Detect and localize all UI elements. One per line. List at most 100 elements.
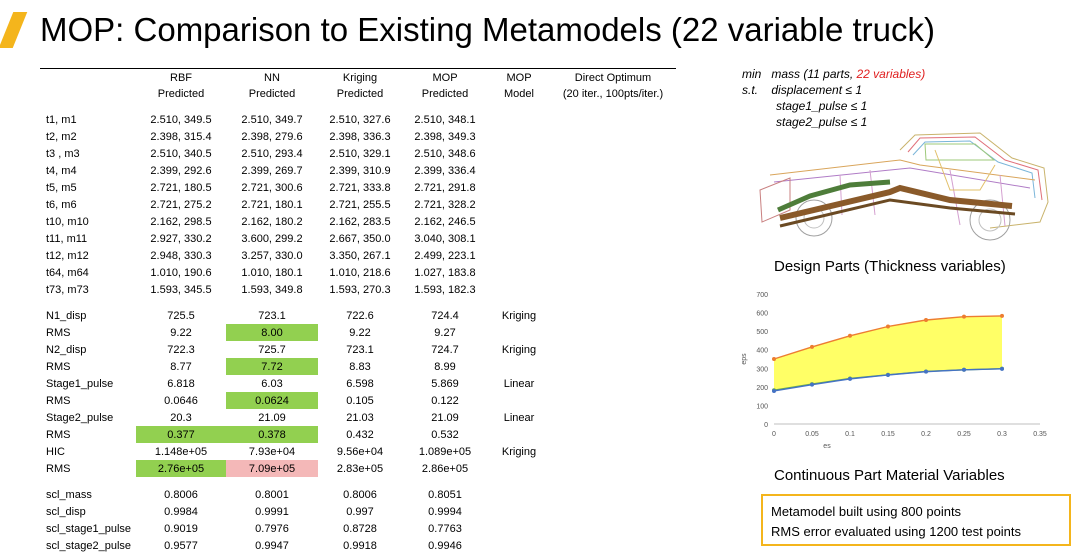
spacer-cell xyxy=(550,298,676,307)
constraint-line-2: stage1_pulse ≤ 1 xyxy=(776,99,868,113)
x-tick-label: 0.05 xyxy=(805,431,819,438)
x-tick-label: 0.35 xyxy=(1033,431,1047,438)
direct-optimum-cell xyxy=(550,460,676,477)
direct-optimum-cell xyxy=(550,230,676,247)
mop-cell: 0.7763 xyxy=(428,522,462,535)
mop-cell: 1.089e+05 xyxy=(418,445,472,458)
table-top-rule xyxy=(40,68,676,69)
slide-title: MOP: Comparison to Existing Metamodels (… xyxy=(40,11,935,48)
st-keyword: s.t. xyxy=(742,83,759,97)
spacer-cell xyxy=(136,102,226,111)
y-tick-label: 300 xyxy=(756,366,768,373)
kriging-cell: 723.1 xyxy=(346,343,374,356)
rbf-cell: 2.948, 330.3 xyxy=(150,249,212,262)
spacer-row xyxy=(40,477,676,486)
column-header: Predicted xyxy=(421,88,469,100)
mop-cell: 2.86e+05 xyxy=(421,462,469,475)
rbf-cell: 1.148e+05 xyxy=(154,445,208,458)
mop-cell: 724.4 xyxy=(431,309,459,322)
spacer-cell xyxy=(226,102,318,111)
nn-cell: 7.72 xyxy=(226,358,318,375)
mop-cell: 8.99 xyxy=(434,360,456,373)
kriging-cell: 2.667, 350.0 xyxy=(329,232,391,245)
kriging-cell: 0.105 xyxy=(346,394,374,407)
rbf-cell: 9.22 xyxy=(170,326,192,339)
nn-cell: 0.378 xyxy=(226,426,318,443)
direct-optimum-cell xyxy=(550,392,676,409)
row-label: RMS xyxy=(46,326,71,339)
rbf-cell: 0.9019 xyxy=(164,522,198,535)
nn-cell: 3.600, 299.2 xyxy=(241,232,303,245)
column-header: Kriging xyxy=(342,72,378,84)
row-label: t64, m64 xyxy=(46,266,89,279)
objective-variables: 22 variables) xyxy=(856,67,926,81)
mop-model-cell xyxy=(488,486,550,503)
mop-cell: 2.510, 348.1 xyxy=(414,113,476,126)
mop-model-cell xyxy=(488,179,550,196)
row-label: RMS xyxy=(46,462,71,475)
nn-cell: 21.09 xyxy=(258,411,286,424)
rbf-cell: 0.9577 xyxy=(164,539,198,552)
rbf-cell: 1.593, 345.5 xyxy=(150,283,212,296)
rbf-cell: 2.76e+05 xyxy=(136,460,226,477)
x-tick-label: 0.1 xyxy=(845,431,855,438)
kriging-cell: 3.350, 267.1 xyxy=(329,249,391,262)
series-point-lower xyxy=(886,372,890,377)
optimization-formula: min mass (11 parts, 22 variables) s.t. d… xyxy=(742,66,925,130)
kriging-cell: 2.510, 327.6 xyxy=(329,113,391,126)
rbf-cell: 2.510, 340.5 xyxy=(150,147,212,160)
series-point-upper xyxy=(1000,313,1004,318)
rbf-cell: 2.399, 292.6 xyxy=(150,164,212,177)
direct-optimum-cell xyxy=(550,247,676,264)
row-label: Stage1_pulse xyxy=(46,377,114,390)
direct-optimum-cell xyxy=(550,179,676,196)
nn-cell: 2.398, 279.6 xyxy=(241,130,303,143)
kriging-cell: 6.598 xyxy=(346,377,374,390)
series-point-lower xyxy=(1000,366,1004,371)
kriging-cell: 1.010, 218.6 xyxy=(329,266,391,279)
row-label: t5, m5 xyxy=(46,181,77,194)
spacer-cell xyxy=(226,477,318,486)
feasible-band xyxy=(774,315,1002,391)
mop-cell: 0.122 xyxy=(431,394,459,407)
row-label: t6, m6 xyxy=(46,198,77,211)
mop-model-cell xyxy=(488,537,550,554)
column-header: Direct Optimum xyxy=(574,72,652,84)
rbf-cell: 8.77 xyxy=(170,360,192,373)
direct-optimum-cell xyxy=(550,503,676,520)
rbf-cell: 722.3 xyxy=(167,343,195,356)
direct-optimum-cell xyxy=(550,324,676,341)
kriging-cell: 0.9918 xyxy=(343,539,377,552)
kriging-cell: 722.6 xyxy=(346,309,374,322)
table-row: N2_disp 722.3 725.7 723.1 724.7 Kriging xyxy=(40,341,676,358)
mop-model-cell xyxy=(488,247,550,264)
table-row: RMS 2.76e+05 7.09e+05 2.83e+05 2.86e+05 xyxy=(40,460,676,477)
mop-model-cell xyxy=(488,460,550,477)
mop-model-cell xyxy=(488,520,550,537)
kriging-cell: 2.83e+05 xyxy=(336,462,384,475)
direct-optimum-cell xyxy=(550,196,676,213)
series-point-lower xyxy=(810,382,814,387)
x-tick-label: 0 xyxy=(772,431,776,438)
mop-model-cell xyxy=(488,281,550,298)
column-header: RBF xyxy=(170,72,192,84)
column-header: Predicted xyxy=(157,88,205,100)
nn-cell: 1.593, 349.8 xyxy=(241,283,303,296)
column-header: MOP xyxy=(506,72,532,84)
mop-model-cell xyxy=(488,230,550,247)
spacer-cell xyxy=(136,298,226,307)
rbf-cell: 2.510, 349.5 xyxy=(150,113,212,126)
spacer-cell xyxy=(318,477,402,486)
kriging-cell: 0.997 xyxy=(346,505,374,518)
row-label: HIC xyxy=(46,445,65,458)
row-label: t11, m11 xyxy=(46,232,88,245)
row-label: scl_mass xyxy=(46,488,92,501)
mop-cell: 0.532 xyxy=(431,428,459,441)
series-point-lower xyxy=(848,376,852,381)
spacer-cell xyxy=(402,102,488,111)
mop-model-cell xyxy=(488,324,550,341)
direct-optimum-cell xyxy=(550,145,676,162)
direct-optimum-cell xyxy=(550,162,676,179)
kriging-cell: 2.510, 329.1 xyxy=(329,147,391,160)
direct-optimum-cell xyxy=(550,426,676,443)
